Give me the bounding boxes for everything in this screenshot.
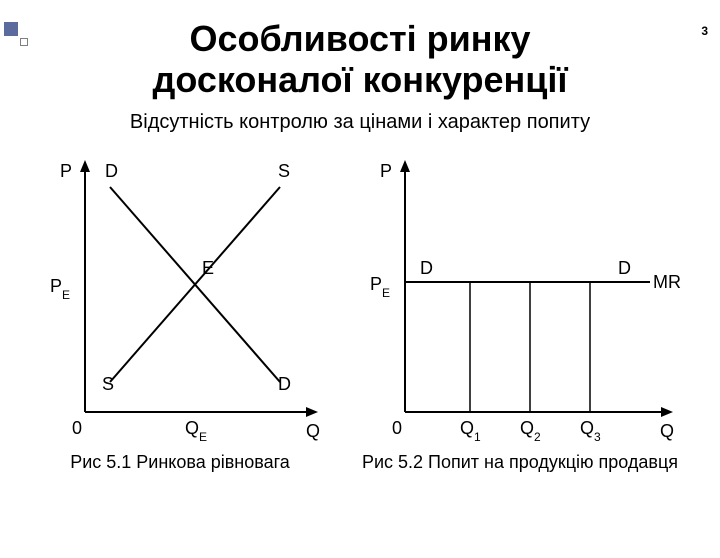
chart2-q2-label: Q2 (520, 418, 541, 442)
chart2-q1-label: Q1 (460, 418, 481, 442)
chart2-x-arrow (661, 407, 673, 417)
charts-row: P Q 0 D S E PE QE S D Рис 5.1 Ринкова рі… (0, 152, 720, 473)
chart-equilibrium: P Q 0 D S E PE QE S D Рис 5.1 Ринкова рі… (30, 152, 330, 473)
chart2-q3-label: Q3 (580, 418, 601, 442)
chart1-caption: Рис 5.1 Ринкова рівновага (70, 452, 290, 473)
chart1-qe-label: QE (185, 418, 207, 442)
chart1-svg: P Q 0 D S E PE QE S D (30, 152, 330, 442)
chart2-y-label: P (380, 161, 392, 181)
chart1-d-top: D (105, 161, 118, 181)
chart1-y-label: P (60, 161, 72, 181)
chart2-svg: P Q 0 PE D D MR Q1 Q2 Q3 (350, 152, 690, 442)
corner-square-small (20, 38, 28, 46)
corner-decoration (4, 22, 32, 50)
chart1-y-arrow (80, 160, 90, 172)
chart1-x-arrow (306, 407, 318, 417)
title-line1: Особливості ринку (189, 18, 530, 59)
chart1-d-bottom: D (278, 374, 291, 394)
chart1-s-top: S (278, 161, 290, 181)
chart2-origin: 0 (392, 418, 402, 438)
chart1-s-bottom: S (102, 374, 114, 394)
chart1-x-label: Q (306, 421, 320, 441)
chart1-eq-label: E (202, 258, 214, 278)
chart2-x-label: Q (660, 421, 674, 441)
chart2-d-right: D (618, 258, 631, 278)
page-number: 3 (701, 24, 708, 38)
chart2-pe-label: PE (370, 274, 390, 300)
title-line2: досконалої конкуренції (152, 59, 567, 100)
chart2-caption: Рис 5.2 Попит на продукцію продавця (362, 452, 678, 473)
chart2-d-left: D (420, 258, 433, 278)
page-title: Особливості ринку досконалої конкуренції (0, 18, 720, 101)
chart2-mr-label: MR (653, 272, 681, 292)
chart-seller-demand: P Q 0 PE D D MR Q1 Q2 Q3 Рис 5.2 Попит н… (350, 152, 690, 473)
subtitle: Відсутність контролю за цінами і характе… (0, 111, 720, 134)
chart2-y-arrow (400, 160, 410, 172)
corner-square-large (4, 22, 18, 36)
chart1-pe-label: PE (50, 276, 70, 302)
chart1-origin: 0 (72, 418, 82, 438)
